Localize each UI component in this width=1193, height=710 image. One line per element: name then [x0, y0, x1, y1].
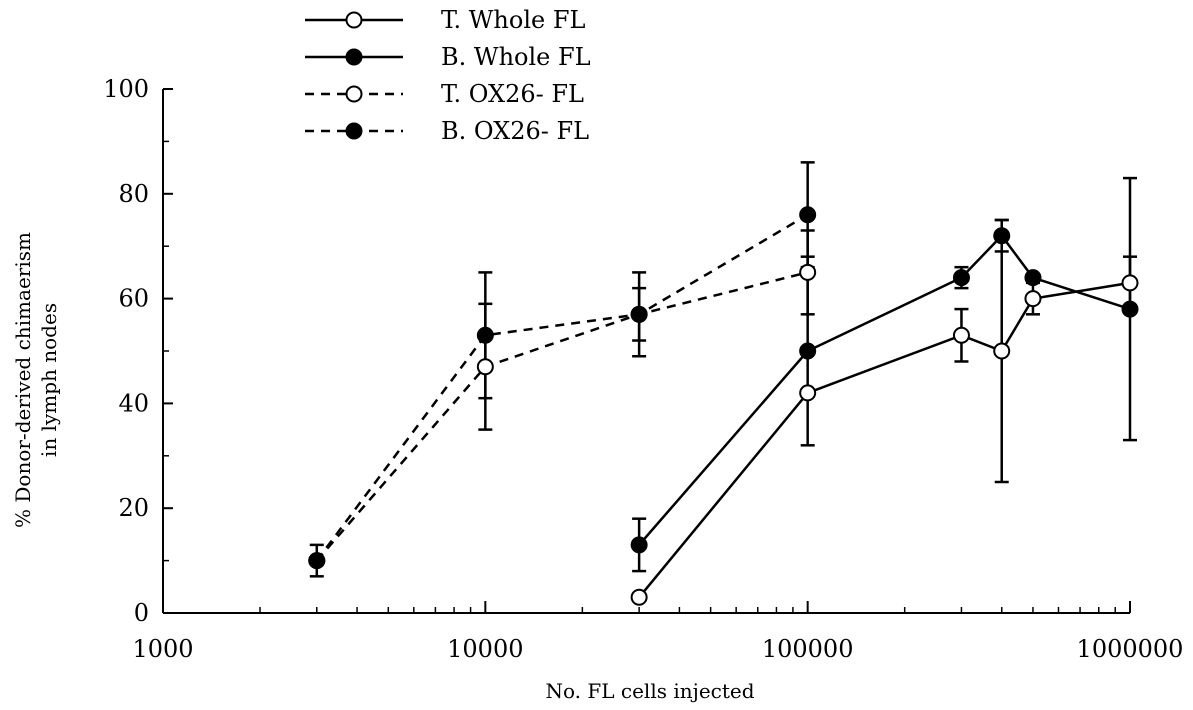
legend-item: T. Whole FL: [305, 6, 585, 34]
legend-label: T. Whole FL: [441, 6, 585, 34]
filled-circle-marker: [630, 536, 648, 554]
open-circle-marker: [952, 326, 970, 344]
legend-label: B. OX26- FL: [441, 117, 589, 145]
y-tick-label: 100: [103, 75, 149, 103]
series-markers: [308, 206, 1139, 606]
filled-circle-marker: [952, 269, 970, 287]
open-circle-marker: [993, 342, 1011, 360]
filled-circle-marker: [993, 227, 1011, 245]
legend-label: T. OX26- FL: [441, 80, 584, 108]
y-axis-title-line1: % Donor-derived chimaerism: [11, 232, 35, 528]
series-line: [638, 281, 1131, 599]
filled-circle-marker: [1024, 269, 1042, 287]
legend-marker: [345, 85, 363, 103]
legend-label: B. Whole FL: [441, 43, 591, 71]
legend: T. Whole FL B. Whole FL T. OX26- FL B. OX26…: [305, 6, 591, 145]
axes: 0 20 40 60 80 100 1000 10000 100000 1000000: [103, 75, 1183, 663]
filled-circle-marker: [799, 342, 817, 360]
open-circle-marker: [476, 358, 494, 376]
open-circle-marker: [1121, 274, 1139, 292]
y-tick-label: 40: [118, 389, 149, 417]
x-tick-label: 10000: [447, 635, 523, 663]
legend-marker: [345, 11, 363, 29]
legend-marker: [345, 122, 363, 140]
filled-circle-marker: [1121, 300, 1139, 318]
filled-circle-marker: [630, 305, 648, 323]
legend-item: B. Whole FL: [305, 43, 591, 71]
series-line: [315, 271, 808, 562]
x-tick-label: 100000: [762, 635, 854, 663]
x-tick-label: 1000: [132, 635, 193, 663]
open-circle-marker: [799, 384, 817, 402]
filled-circle-marker: [799, 206, 817, 224]
series-line: [315, 213, 809, 562]
open-circle-marker: [630, 588, 648, 606]
y-tick-label: 0: [134, 599, 149, 627]
filled-circle-marker: [308, 552, 326, 570]
y-tick-label: 80: [118, 180, 149, 208]
open-circle-marker: [1024, 290, 1042, 308]
series-line: [638, 233, 1131, 546]
open-circle-marker: [799, 263, 817, 281]
legend-item: T. OX26- FL: [305, 80, 584, 108]
y-tick-label: 20: [118, 494, 149, 522]
y-tick-label: 60: [118, 285, 149, 313]
x-tick-label: 1000000: [1077, 635, 1184, 663]
error-bars: [309, 161, 1137, 578]
legend-item: B. OX26- FL: [305, 117, 589, 145]
legend-marker: [345, 48, 363, 66]
x-axis-title: No. FL cells injected: [545, 679, 754, 703]
y-axis-title: % Donor-derived chimaerism in lymph node…: [11, 232, 61, 528]
filled-circle-marker: [476, 326, 494, 344]
series-lines: [315, 213, 1131, 599]
y-axis-title-line2: in lymph nodes: [37, 303, 61, 457]
